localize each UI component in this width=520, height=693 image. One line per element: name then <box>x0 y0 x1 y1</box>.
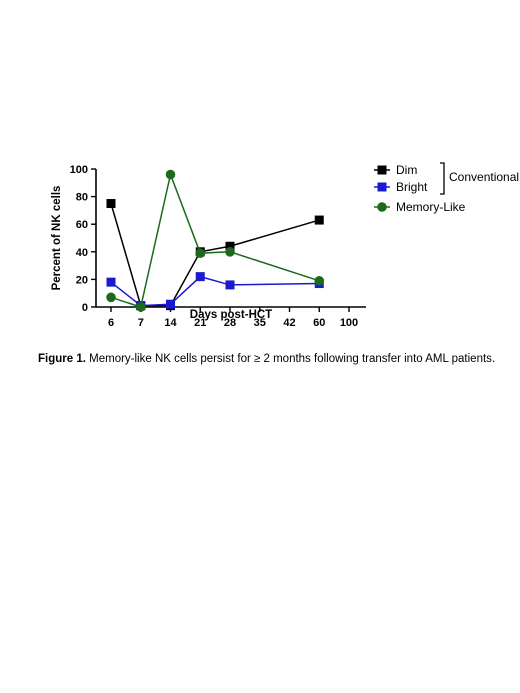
x-tick-label: 35 <box>254 317 266 329</box>
legend-label-bright: Bright <box>396 180 428 194</box>
x-tick-label: 6 <box>108 317 114 329</box>
caption-text: Memory-like NK cells persist for ≥ 2 mon… <box>85 353 496 365</box>
legend: Dim Bright Memory-Like <box>374 162 466 214</box>
data-point-bright <box>166 299 175 309</box>
series-dim <box>106 199 324 311</box>
data-point-memory-like <box>314 275 325 286</box>
legend-marker-dim <box>377 165 387 175</box>
x-tick-label: 60 <box>313 317 325 329</box>
y-tick-label: 20 <box>76 274 88 286</box>
data-point-memory-like <box>225 247 235 257</box>
legend-item-memory-like: Memory-Like <box>374 200 466 214</box>
data-point-bright <box>225 280 235 290</box>
figure-caption: Figure 1. Memory-like NK cells persist f… <box>38 353 508 365</box>
data-point-memory-like <box>106 292 116 303</box>
x-tick-label: 7 <box>138 317 144 329</box>
legend-bracket <box>440 162 445 195</box>
x-tick-label: 28 <box>224 317 236 329</box>
x-tick-label: 100 <box>340 317 358 329</box>
series-memory-like <box>106 169 325 312</box>
y-tick-label: 0 <box>82 302 88 314</box>
y-axis-title: Percent of NK cells <box>51 186 63 291</box>
caption-label: Figure 1. <box>38 353 86 365</box>
legend-item-bright: Bright <box>374 180 428 194</box>
series-line-dim <box>110 203 320 307</box>
data-point-dim <box>314 215 324 225</box>
legend-item-dim: Dim <box>374 163 417 177</box>
x-tick-label: 14 <box>164 317 177 329</box>
x-tick-label: 42 <box>283 317 295 329</box>
data-point-bright <box>106 277 116 287</box>
y-tick-label: 100 <box>70 164 88 176</box>
legend-group-label: Conventional <box>449 170 519 184</box>
x-axis-title: Days post-HCT <box>190 309 272 321</box>
axes: 0 20 40 60 80 100 6 7 14 21 28 35 42 60 100 <box>70 164 366 329</box>
series-line-memory-like <box>110 171 320 308</box>
series-line-bright <box>110 275 320 307</box>
data-point-dim <box>225 241 235 251</box>
x-tick-label: 21 <box>194 317 206 329</box>
data-point-dim <box>106 199 116 208</box>
y-tick-label: 80 <box>76 192 88 204</box>
y-tick-label: 40 <box>76 247 88 259</box>
legend-marker-memory-like <box>377 202 387 212</box>
y-tick-label: 60 <box>76 219 88 231</box>
data-point-bright <box>195 272 205 282</box>
data-point-memory-like <box>135 302 146 312</box>
series-layer <box>106 169 325 312</box>
legend-marker-bright <box>377 182 387 192</box>
legend-label-dim: Dim <box>396 163 417 177</box>
data-point-memory-like <box>195 248 206 258</box>
legend-label-memory-like: Memory-Like <box>396 200 466 214</box>
data-point-memory-like <box>165 169 176 180</box>
